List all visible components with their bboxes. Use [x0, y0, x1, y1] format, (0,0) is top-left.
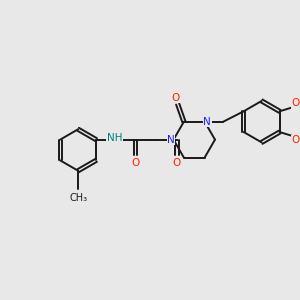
Text: NH: NH — [107, 133, 122, 143]
Text: O: O — [291, 98, 299, 108]
Text: O: O — [173, 158, 181, 169]
Text: O: O — [291, 135, 299, 145]
Text: N: N — [167, 135, 175, 145]
Text: O: O — [172, 93, 180, 103]
Text: O: O — [131, 158, 140, 169]
Text: N: N — [203, 117, 211, 127]
Text: CH₃: CH₃ — [69, 193, 87, 203]
